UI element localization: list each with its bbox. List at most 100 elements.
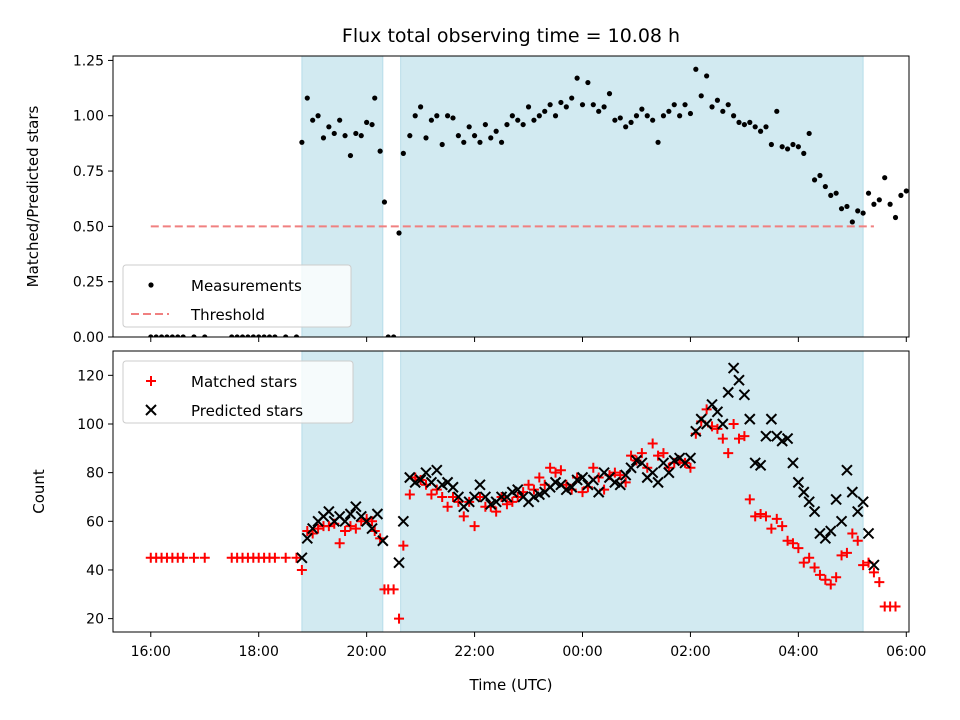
measurement-point <box>202 334 208 337</box>
measurement-point <box>828 192 834 198</box>
predicted-star-point <box>420 466 432 479</box>
matched-star-point <box>841 547 852 558</box>
predicted-star-point <box>625 462 637 474</box>
measurement-point <box>234 334 240 337</box>
legend-label: Predicted stars <box>191 402 303 420</box>
measurement-point <box>148 334 154 337</box>
matched-star-point <box>550 467 561 478</box>
measurement-point <box>304 95 310 101</box>
x-tick-label: 06:00 <box>886 644 926 660</box>
legend-marker-measurements <box>148 282 154 288</box>
y-tick-label: 60 <box>86 514 104 530</box>
measurement-point <box>418 104 424 110</box>
matched-star-point <box>588 462 599 473</box>
measurement-point <box>596 108 602 114</box>
measurement-point <box>774 108 780 114</box>
measurement-point <box>369 121 375 128</box>
measurement-point <box>660 113 667 119</box>
measurement-point <box>677 113 683 119</box>
measurement-point <box>391 334 397 337</box>
matched-star-point <box>447 491 458 502</box>
measurement-point <box>903 188 909 194</box>
predicted-star-point <box>684 452 697 464</box>
measurement-point <box>709 104 715 110</box>
y-tick-label: 40 <box>86 563 104 579</box>
measurement-point <box>477 139 483 145</box>
measurement-point <box>574 75 580 81</box>
measurement-point <box>806 130 812 137</box>
predicted-star-point <box>738 389 751 401</box>
measurement-point <box>310 117 316 123</box>
measurement-point <box>650 117 656 123</box>
predicted-star-point <box>306 522 319 535</box>
measurement-point <box>855 208 861 214</box>
measurement-point <box>347 152 354 159</box>
plot-area <box>148 66 941 337</box>
measurement-point <box>871 201 877 207</box>
matched-star-point <box>750 511 761 522</box>
matched-star-point <box>728 418 739 429</box>
matched-star-point <box>852 535 863 546</box>
measurement-point <box>784 146 791 152</box>
measurement-point <box>920 162 925 167</box>
measurement-point <box>844 203 850 210</box>
predicted-star-point <box>619 469 632 481</box>
predicted-star-point <box>636 457 648 469</box>
matched-star-point <box>453 496 464 507</box>
measurement-point <box>704 73 710 79</box>
matched-star-point <box>507 496 518 507</box>
predicted-star-point <box>857 496 869 508</box>
measurement-point <box>865 190 872 196</box>
measurement-point <box>444 113 451 119</box>
matched-star-point <box>626 450 637 461</box>
measurement-point <box>736 119 742 125</box>
measurement-point <box>811 177 818 183</box>
legend: Matched stars Predicted stars <box>122 360 354 424</box>
x-tick-label: 04:00 <box>778 644 818 660</box>
measurement-point <box>601 104 607 110</box>
matched-star-point <box>874 577 885 588</box>
measurement-point <box>639 106 645 112</box>
measurement-point <box>504 121 510 128</box>
measurement-point <box>720 108 726 114</box>
matched-star-point <box>437 491 448 502</box>
measurement-point <box>655 139 661 145</box>
measurement-point <box>882 175 888 181</box>
predicted-star-point <box>452 491 465 503</box>
matched-star-point <box>766 523 777 534</box>
matched-star-point <box>777 521 788 532</box>
measurement-point <box>256 334 262 337</box>
observing-window-2 <box>400 350 864 633</box>
matched-star-point <box>367 516 378 527</box>
measurement-point <box>666 108 672 114</box>
measurement-point <box>898 192 904 198</box>
measurement-point <box>741 121 748 128</box>
measurement-point <box>266 334 273 337</box>
measurement-point <box>283 334 289 337</box>
measurement-point <box>936 191 941 196</box>
measurement-point <box>364 119 370 125</box>
measurement-point <box>552 113 559 119</box>
measurement-point <box>428 117 434 123</box>
measurement-point <box>175 334 181 337</box>
measurement-point <box>515 117 521 123</box>
predicted-star-point <box>414 474 427 486</box>
matched-star-point <box>323 521 334 532</box>
measurement-point <box>747 119 753 125</box>
predicted-star-point <box>760 430 772 442</box>
measurement-point <box>698 93 704 99</box>
measurement-point <box>342 133 348 139</box>
measurement-point <box>331 130 337 137</box>
y-tick-label: 0.25 <box>73 275 104 291</box>
matched-star-point <box>782 535 793 546</box>
predicted-star-point <box>846 486 859 498</box>
predicted-star-point <box>360 515 373 528</box>
measurement-point <box>628 119 634 125</box>
predicted-star-point <box>479 491 492 503</box>
predicted-star-point <box>339 515 351 528</box>
predicted-star-point <box>754 459 767 472</box>
predicted-star-point <box>733 374 745 386</box>
matched-star-point <box>744 494 755 505</box>
measurement-point <box>714 97 721 103</box>
measurement-point <box>488 135 494 141</box>
